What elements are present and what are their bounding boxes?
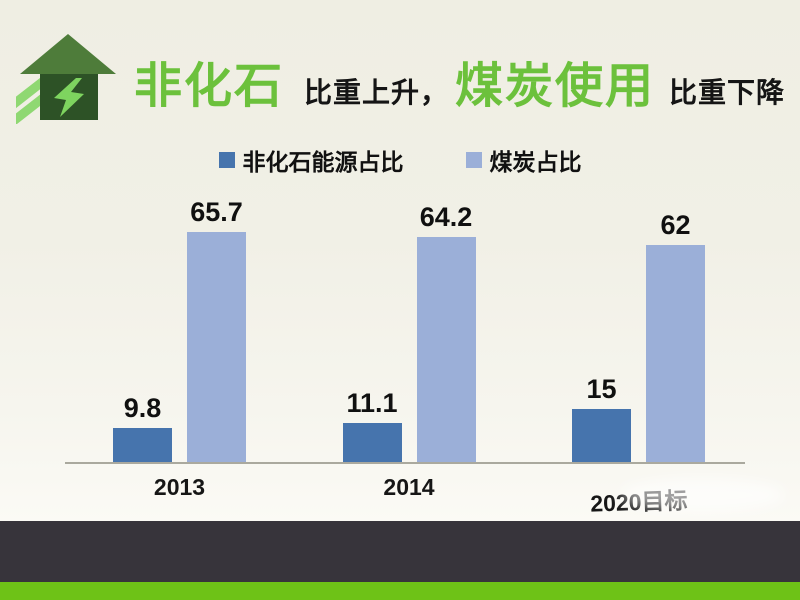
bar-value-label: 62 bbox=[660, 210, 691, 240]
footer-dark-band bbox=[0, 521, 800, 582]
footer-green-band bbox=[0, 582, 800, 600]
bar-column: 15 bbox=[572, 374, 631, 462]
legend-swatch-icon bbox=[465, 152, 482, 168]
green-house-energy-icon bbox=[16, 34, 116, 124]
bar-nonfossil bbox=[113, 428, 172, 462]
bar-nonfossil bbox=[572, 409, 631, 462]
bar-coal bbox=[416, 237, 476, 462]
bar-column: 62 bbox=[646, 210, 705, 462]
bar-column: 65.7 bbox=[187, 197, 246, 462]
bar-value-label: 11.1 bbox=[346, 388, 398, 418]
category-label: 2014 bbox=[383, 474, 435, 500]
chart-plot: 9.8 65.7 11.1 64.2 15 62 bbox=[65, 188, 745, 464]
chart-categories: 2013 2014 2020目标 bbox=[65, 474, 745, 517]
legend-item-coal: 煤炭占比 bbox=[465, 143, 582, 177]
legend-swatch-icon bbox=[218, 152, 235, 168]
bar-value-label: 64.2 bbox=[419, 202, 473, 232]
bar-chart: 9.8 65.7 11.1 64.2 15 62 2013 2014 2020目标 bbox=[65, 188, 745, 517]
bar-value-label: 15 bbox=[586, 374, 617, 404]
bar-group: 9.8 65.7 bbox=[113, 197, 246, 462]
bar-group: 11.1 64.2 bbox=[342, 202, 476, 462]
title-part-coal: 煤炭使用 bbox=[455, 60, 656, 113]
legend-label: 非化石能源占比 bbox=[242, 149, 404, 175]
category-label: 2013 bbox=[153, 474, 206, 500]
slide-header: 非化石 比重上升， 煤炭使用 比重下降 bbox=[16, 28, 790, 124]
bar-coal bbox=[187, 232, 246, 462]
bar-coal bbox=[646, 245, 705, 462]
slide-title: 非化石 比重上升， 煤炭使用 比重下降 bbox=[134, 46, 785, 116]
bar-column: 64.2 bbox=[416, 202, 476, 462]
bar-column: 11.1 bbox=[342, 388, 402, 462]
chart-legend: 非化石能源占比 煤炭占比 bbox=[0, 143, 800, 177]
bar-nonfossil bbox=[342, 423, 402, 462]
bar-value-label: 9.8 bbox=[123, 393, 162, 423]
bar-column: 9.8 bbox=[113, 393, 172, 462]
legend-label: 煤炭占比 bbox=[489, 149, 582, 175]
title-part-rising: 比重上升， bbox=[304, 77, 450, 108]
category-label: 2020目标 bbox=[589, 487, 688, 517]
bar-group: 15 62 bbox=[572, 210, 705, 462]
bar-value-label: 65.7 bbox=[190, 197, 243, 227]
title-part-nonfossil: 非化石 bbox=[134, 60, 285, 113]
legend-item-nonfossil: 非化石能源占比 bbox=[218, 143, 404, 177]
title-part-falling: 比重下降 bbox=[669, 77, 786, 108]
